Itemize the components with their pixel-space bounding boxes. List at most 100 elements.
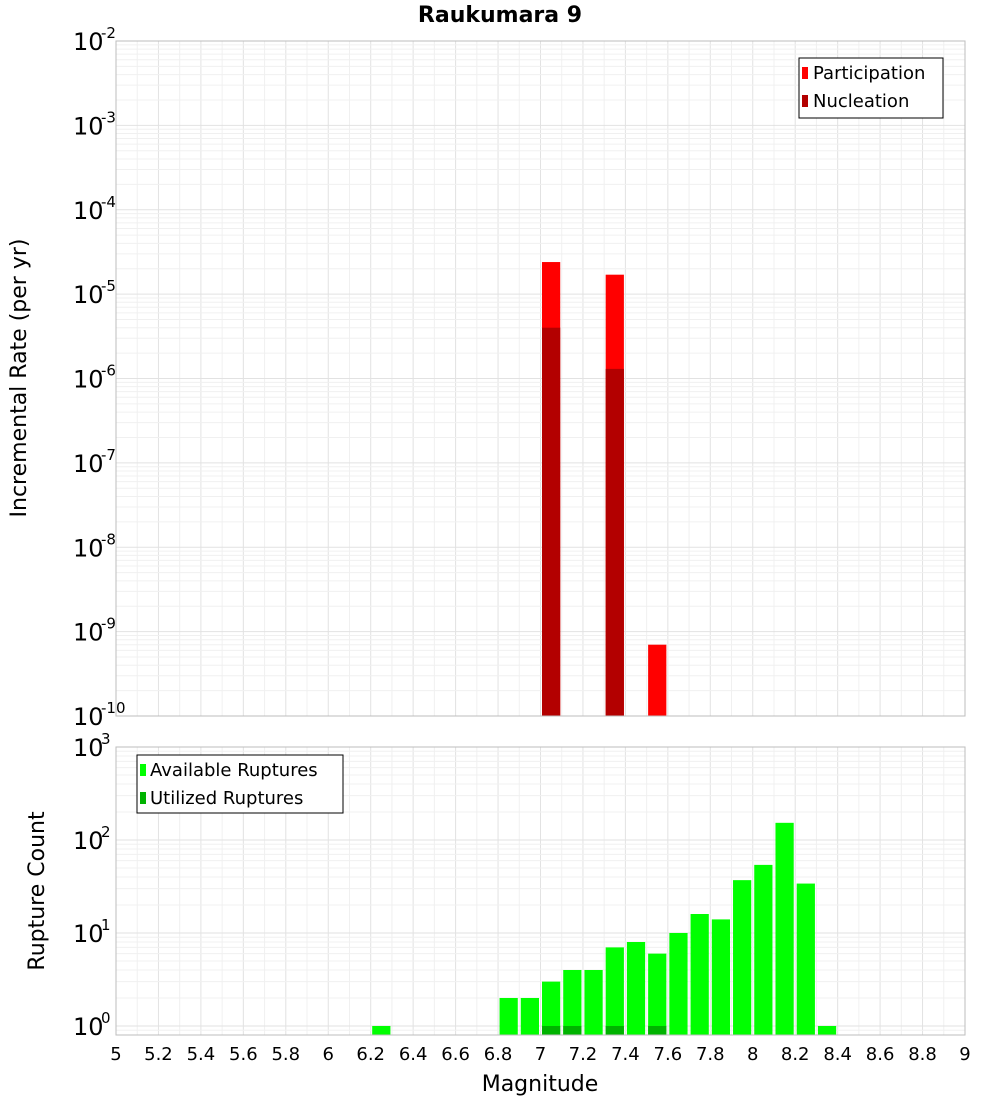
count-y-tick: 101 [73,916,111,948]
rate-bar-nucleation [542,327,561,716]
count-grid [116,747,965,1035]
x-tick-label: 8.4 [823,1044,852,1065]
x-tick-label: 7.6 [654,1044,683,1065]
x-tick-label: 7.4 [611,1044,640,1065]
rate-y-tick-base: 10 [73,112,104,140]
x-axis-label: Magnitude [482,1072,599,1097]
rate-plot-area [115,40,966,717]
count-bar-utilized-ruptures [563,1025,582,1035]
x-tick-label: 6 [323,1044,334,1065]
count-y-tick: 102 [73,823,111,855]
nucleation-legend-label: Nucleation [813,91,909,112]
count-y-tick-base: 10 [73,827,104,855]
x-tick-label: 8.2 [781,1044,810,1065]
rate-y-tick-exponent: -2 [101,24,116,42]
count-y-tick: 103 [73,730,111,762]
count-bar-available-ruptures [605,947,624,1035]
rate-y-tick-exponent: -7 [101,446,116,464]
x-tick-label: 8.6 [866,1044,895,1065]
count-bar-available-ruptures [690,914,709,1035]
x-tick-label: 5.6 [229,1044,258,1065]
count-y-tick-base: 10 [73,734,104,762]
count-bar-available-ruptures [648,953,667,1035]
rate-y-tick-exponent: -8 [101,530,116,548]
rate-y-tick: 10-2 [73,24,116,56]
x-tick-label: 7.8 [696,1044,725,1065]
x-tick-label: 6.6 [441,1044,470,1065]
rate-y-tick: 10-6 [73,362,116,394]
x-tick-label: 6.4 [399,1044,428,1065]
participation-legend-swatch [802,67,808,79]
rate-bar-nucleation [605,368,624,716]
count-bar-available-ruptures [796,883,815,1035]
rate-y-tick-base: 10 [73,534,104,562]
x-tick-label: 7 [535,1044,546,1065]
x-tick-label: 5.2 [144,1044,173,1065]
rate-y-tick-base: 10 [73,197,104,225]
count-bars [372,822,837,1035]
count-bar-available-ruptures [733,880,752,1035]
count-legend: Available Ruptures Utilized Ruptures [136,754,344,814]
x-tick-label: 6.2 [356,1044,385,1065]
x-tick-label: 5.4 [187,1044,216,1065]
rate-y-tick-exponent: -10 [101,699,126,717]
x-tick-label: 6.8 [484,1044,513,1065]
count-y-axis-label: Rupture Count [25,811,50,971]
count-bar-available-ruptures [542,981,561,1035]
count-y-tick-exponent: 0 [101,1009,111,1027]
x-tick-label: 7.2 [569,1044,598,1065]
available-legend-swatch [140,764,146,776]
rate-y-tick-base: 10 [73,703,104,731]
x-tick-label: 5.8 [271,1044,300,1065]
rate-y-tick-exponent: -9 [101,615,116,633]
rate-y-tick-base: 10 [73,28,104,56]
rate-y-tick: 10-7 [73,446,116,478]
count-y-tick-exponent: 2 [101,823,111,841]
count-bar-utilized-ruptures [648,1025,667,1035]
count-y-tick: 100 [73,1009,111,1041]
count-bar-available-ruptures [775,822,794,1035]
count-legend-box [136,754,344,814]
count-bar-available-ruptures [584,969,603,1035]
rate-y-tick-exponent: -4 [101,193,116,211]
chart-title: Raukumara 9 [418,3,582,28]
count-bar-available-ruptures [372,1025,391,1035]
rate-y-axis-label: Incremental Rate (per yr) [7,239,32,518]
rate-y-tick-exponent: -5 [101,277,116,295]
count-bar-available-ruptures [669,932,688,1035]
rate-y-tick-base: 10 [73,450,104,478]
x-tick-label: 8.8 [908,1044,937,1065]
count-y-tick-base: 10 [73,1013,104,1041]
count-bar-available-ruptures [754,864,773,1035]
nucleation-legend-swatch [802,95,808,107]
x-tick-label: 9 [959,1044,970,1065]
count-bar-available-ruptures [817,1025,837,1035]
rate-grid [116,41,965,716]
rate-y-tick: 10-10 [73,699,126,731]
count-bar-utilized-ruptures [605,1025,624,1035]
count-bar-available-ruptures [563,969,582,1035]
rate-y-tick-base: 10 [73,619,104,647]
x-axis-ticks: 5 5.2 5.4 5.6 5.8 6 6.2 6.4 6.6 6.8 7 7.2 7.4 7.6 7.8 8… [110,1044,970,1065]
x-tick-label: 8 [747,1044,758,1065]
rate-y-tick: 10-9 [73,615,116,647]
rate-y-tick-base: 10 [73,281,104,309]
available-legend-label: Available Ruptures [150,760,318,781]
rate-y-tick: 10-8 [73,530,116,562]
rate-y-tick-base: 10 [73,366,104,394]
rate-legend-box [798,57,944,119]
count-bar-utilized-ruptures [542,1025,561,1035]
rate-bars [542,262,667,716]
utilized-legend-swatch [140,792,146,804]
count-plot-area [115,746,966,1036]
rate-bar-participation [648,644,667,716]
count-bar-available-ruptures [711,919,731,1035]
utilized-legend-label: Utilized Ruptures [150,788,303,809]
rate-y-tick-exponent: -6 [101,362,116,380]
rate-y-tick: 10-3 [73,108,116,140]
count-y-tick-base: 10 [73,920,104,948]
